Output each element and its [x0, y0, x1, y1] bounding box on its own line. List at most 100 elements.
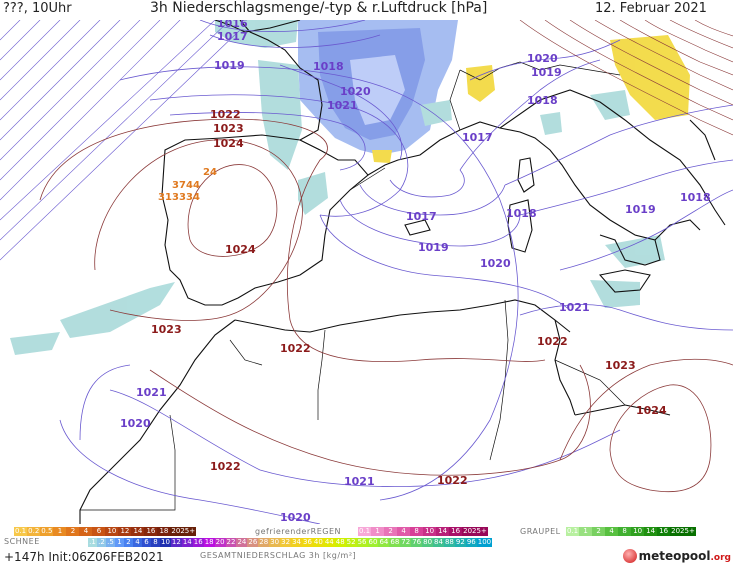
legend-swatch: 2025+ [170, 527, 197, 536]
isobar-1017-north [209, 34, 381, 48]
isobar-label: 1022 [210, 108, 241, 121]
isobar-1019-south [79, 364, 131, 441]
isobar-label: 1019 [625, 203, 656, 216]
isobar-1020-ne [469, 39, 621, 81]
coast-balearic [404, 219, 431, 236]
legend-swatch: 76 [411, 538, 423, 547]
legend-swatch: 96 [465, 538, 477, 547]
isobar-label: 1023 [605, 359, 636, 372]
legend-swatch: .5 [106, 538, 115, 547]
legend-swatch: 10 [631, 527, 645, 536]
legend-swatch: 92 [454, 538, 466, 547]
legend-swatch: 100 [476, 538, 493, 547]
temp-label: 37 [172, 180, 186, 191]
legend-swatch: 8 [618, 527, 632, 536]
hail-label: GRAUPEL [520, 527, 561, 536]
snow-swatches: 0.1 0.2 0.5 1 2 4 6 10 12 14 16 18 2025+ [14, 527, 197, 536]
coast-adriatic [499, 89, 726, 226]
legend-swatch: 8 [151, 538, 160, 547]
coast-france-med [367, 129, 461, 176]
isobar-1016 [199, 20, 366, 32]
isobar-label: 1018 [313, 60, 344, 73]
freeze-swatches: 0.1 1 2 4 8 10 14 16 2025+ [358, 527, 488, 536]
isobar-1020-central [319, 214, 571, 311]
coast-greece [689, 119, 716, 161]
map-canvas: 1016 1017 1019 1018 1020 1021 1022 1023 … [0, 20, 733, 524]
isobar-1021-east [519, 304, 733, 331]
temp-label: 44 [186, 180, 200, 191]
legend-swatch: 2025+ [670, 527, 696, 536]
isobar-label: 1017 [217, 30, 248, 43]
rain-area-iberia-n [298, 172, 328, 215]
temp-label: 33 [172, 192, 186, 203]
coastlines [79, 20, 726, 524]
legend-swatch: 10 [423, 527, 437, 536]
freeze-label: gefrierenderREGEN [255, 527, 341, 536]
legend-swatch: 20 [214, 538, 226, 547]
isobar-label: 1024 [213, 137, 244, 150]
isobar-1020-south [59, 419, 321, 524]
legend-swatch: 40 [312, 538, 324, 547]
legend-swatch: 4 [133, 538, 142, 547]
legend-swatch: 16 [449, 527, 463, 536]
isobar-label: 1021 [344, 475, 375, 488]
valid-date: 12. Februar 2021 [595, 1, 707, 16]
rain-area-core [350, 55, 405, 125]
isobars [39, 20, 733, 524]
legend-swatch: 30 [269, 538, 281, 547]
isobar-1020-north [149, 94, 409, 217]
temp-label: 31 [158, 192, 172, 203]
coast-morocco [79, 319, 236, 524]
isobar-1017-central [389, 169, 465, 198]
isobar-label: 1020 [527, 52, 558, 65]
legend-swatch: 16 [657, 527, 671, 536]
isobar-1018-east [504, 104, 733, 186]
temp-label: 24 [203, 167, 217, 178]
isobar-label: 1019 [214, 59, 245, 72]
snow-area-alps [466, 65, 495, 102]
coast-france [239, 20, 323, 141]
legend-swatch: 88 [443, 538, 455, 547]
weather-map[interactable]: 1016 1017 1019 1018 1020 1021 1022 1023 … [0, 20, 733, 524]
isobar-label: 1019 [531, 66, 562, 79]
isobar-1019-north [119, 66, 519, 501]
legend-swatch: 4 [605, 527, 619, 536]
isobar-1018-central [359, 184, 506, 216]
legend-swatch: .1 [88, 538, 97, 547]
isobar-1019-east [519, 159, 733, 216]
legend-swatch: 0.5 [40, 527, 54, 536]
isobar-label: 1020 [280, 511, 311, 524]
legend-swatch: 1 [579, 527, 593, 536]
total-swatches: .1.2.5 1 2 4 6 8 10 12 14 16 18 20 22 24 26 28 30 32 34 36 4… [88, 538, 493, 547]
legend-swatch: 14 [131, 527, 145, 536]
isobar-label: 1017 [406, 210, 437, 223]
isobar-1020-east [559, 189, 733, 271]
rain-area-ionian [605, 235, 665, 268]
isobars-ne-dense [519, 20, 733, 136]
legend-swatch: 14 [436, 527, 450, 536]
meteopool-logo[interactable]: meteopool.org [622, 549, 731, 563]
legend-swatch: 16 [192, 538, 204, 547]
legend-swatch: 8 [410, 527, 424, 536]
isobar-label: 1022 [210, 460, 241, 473]
legend-swatch: 18 [203, 538, 215, 547]
legend-swatch: 12 [118, 527, 132, 536]
precipitation-areas [10, 20, 690, 355]
coast-italy [459, 121, 661, 266]
isobar-labels: 1016 1017 1019 1018 1020 1021 1022 1023 … [120, 20, 711, 524]
isobar-1019-ne [459, 59, 601, 171]
legend-swatch: 72 [400, 538, 412, 547]
legend-swatch: 52 [345, 538, 357, 547]
isobar-label: 1024 [636, 404, 667, 417]
isobar-label: 1023 [213, 122, 244, 135]
legend-swatch: 2025+ [462, 527, 488, 536]
isobar-1022 [39, 118, 546, 362]
isobar-label: 1020 [480, 257, 511, 270]
legend-swatch: 84 [433, 538, 444, 547]
isobar-1021-south [109, 389, 621, 487]
legend-swatch: 6 [92, 527, 106, 536]
snow-area-pyrenees [372, 150, 392, 163]
hail-swatches: 0.1 1 2 4 8 10 14 16 2025+ [566, 527, 696, 536]
isobar-label: 1022 [437, 474, 468, 487]
temp-labels: 37 44 31 33 34 24 [158, 167, 217, 203]
